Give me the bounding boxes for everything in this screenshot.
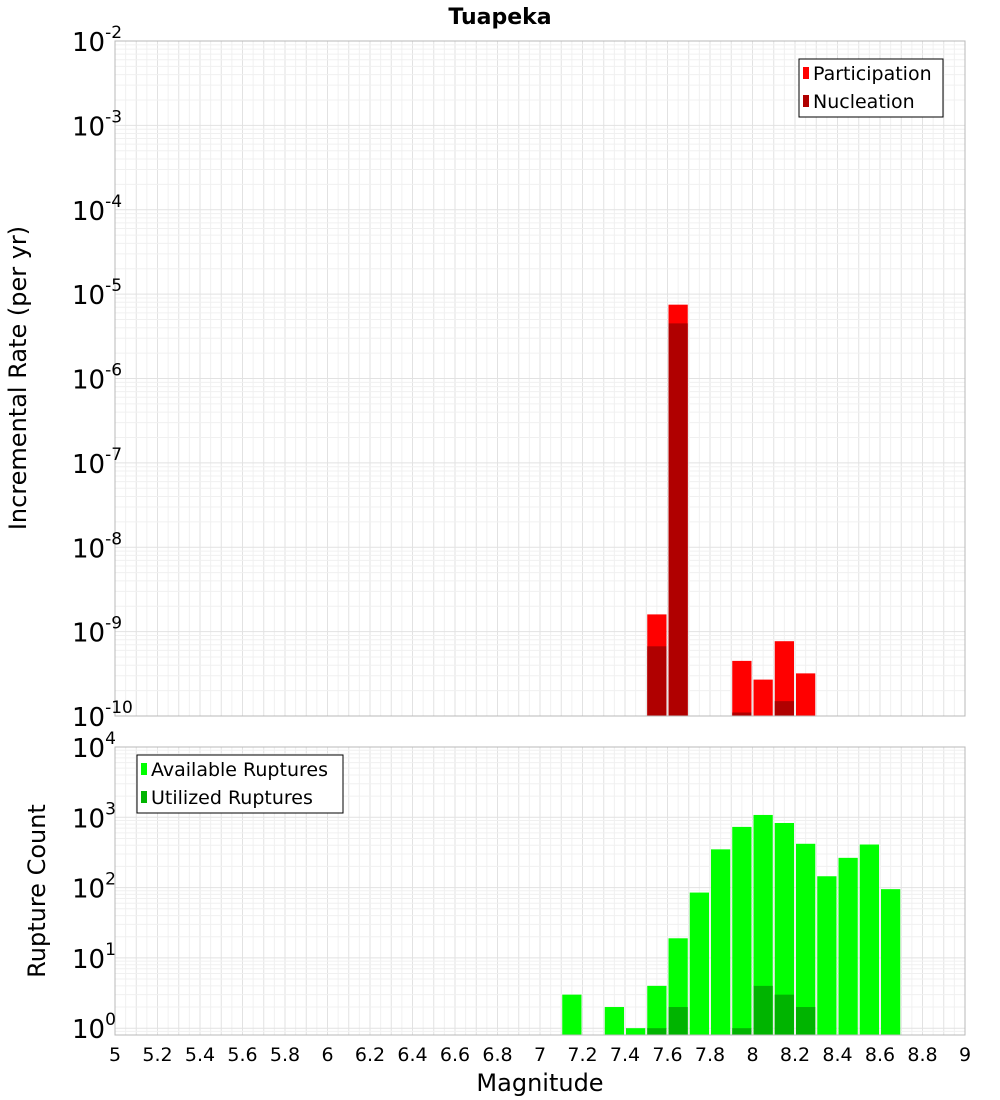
rate-bar-secondary bbox=[668, 323, 688, 716]
x-axis-title: Magnitude bbox=[476, 1069, 603, 1097]
x-tick-label: 7 bbox=[534, 1044, 546, 1066]
count-bar-primary bbox=[647, 985, 667, 1035]
x-tick-label: 9 bbox=[959, 1044, 971, 1066]
x-tick-label: 7.2 bbox=[567, 1044, 597, 1066]
count-bar-primary bbox=[859, 844, 879, 1035]
count-legend-label: Available Ruptures bbox=[151, 759, 328, 781]
x-tick-label: 6.8 bbox=[482, 1044, 512, 1066]
rate-y-tick-label: 10-10 bbox=[72, 698, 133, 733]
x-tick-label: 6.6 bbox=[440, 1044, 470, 1066]
x-tick-label: 6 bbox=[321, 1044, 333, 1066]
rate-y-tick-label: 10-5 bbox=[72, 276, 122, 311]
count-bar-secondary bbox=[732, 1028, 752, 1035]
rate-legend-swatch bbox=[803, 95, 809, 107]
rate-legend-label: Participation bbox=[813, 63, 932, 85]
count-bar-primary bbox=[838, 857, 858, 1035]
count-bar-primary bbox=[753, 814, 773, 1035]
x-axis: 5 5.2 5.4 5.6 5.8 6 6.2 6.4 6.6 6.8 7 7.2 7.4 7.6 7.8 8… bbox=[109, 1044, 971, 1066]
count-y-tick-label: 101 bbox=[72, 940, 116, 975]
x-tick-label: 8.2 bbox=[780, 1044, 810, 1066]
rate-y-axis-title: Incremental Rate (per yr) bbox=[4, 226, 32, 530]
count-legend-swatch bbox=[141, 763, 147, 775]
x-tick-label: 7.4 bbox=[610, 1044, 640, 1066]
count-y-tick-label: 103 bbox=[72, 799, 116, 834]
x-tick-label: 7.6 bbox=[652, 1044, 682, 1066]
count-bar-primary bbox=[562, 994, 582, 1035]
rate-y-tick-label: 10-4 bbox=[72, 192, 122, 227]
count-bar-primary bbox=[774, 822, 794, 1035]
rate-bar-primary bbox=[796, 673, 816, 716]
rate-bar-secondary bbox=[647, 646, 667, 716]
count-bar-primary bbox=[817, 876, 837, 1035]
x-tick-label: 7.8 bbox=[695, 1044, 725, 1066]
count-bar-secondary bbox=[774, 994, 794, 1035]
count-bar-primary bbox=[711, 849, 731, 1035]
x-tick-label: 8 bbox=[746, 1044, 758, 1066]
x-tick-label: 8.4 bbox=[822, 1044, 852, 1066]
count-bar-primary bbox=[689, 892, 709, 1035]
x-tick-label: 5.6 bbox=[227, 1044, 257, 1066]
count-bar-secondary bbox=[753, 985, 773, 1035]
count-bar-primary bbox=[881, 889, 901, 1035]
count-bar-primary bbox=[604, 1007, 624, 1035]
x-tick-label: 6.2 bbox=[355, 1044, 385, 1066]
x-tick-label: 6.4 bbox=[397, 1044, 427, 1066]
rate-y-tick-label: 10-8 bbox=[72, 529, 122, 564]
count-legend-label: Utilized Ruptures bbox=[151, 787, 313, 809]
rate-y-tick-label: 10-3 bbox=[72, 107, 122, 142]
rate-bar-secondary bbox=[732, 712, 752, 716]
count-bar-secondary bbox=[796, 1007, 816, 1035]
rate-bar-primary bbox=[774, 641, 794, 716]
count-bar-secondary bbox=[668, 1007, 688, 1035]
rate-bar-secondary bbox=[774, 701, 794, 716]
rate-legend-box bbox=[798, 58, 944, 118]
count-y-tick-label: 104 bbox=[72, 729, 116, 764]
rate-bar-primary bbox=[732, 660, 752, 716]
rate-panel: 10-10 10-9 10-8 10-7 10-6 10-5 10-4 10-3 10-2 Inc… bbox=[4, 23, 966, 733]
count-y-tick-label: 102 bbox=[72, 870, 116, 905]
rate-legend-label: Nucleation bbox=[813, 91, 915, 113]
x-tick-label: 5 bbox=[109, 1044, 121, 1066]
count-y-tick-label: 100 bbox=[72, 1010, 116, 1045]
rate-y-tick-label: 10-7 bbox=[72, 445, 122, 480]
count-bar-primary bbox=[626, 1028, 646, 1035]
count-panel: 100 101 102 103 104 Rupture Count Available Ru… bbox=[23, 729, 966, 1045]
count-y-axis-title: Rupture Count bbox=[23, 804, 51, 978]
count-bar-primary bbox=[732, 826, 752, 1035]
rate-y-tick-label: 10-2 bbox=[72, 23, 122, 58]
count-plot-border bbox=[114, 746, 966, 1036]
x-tick-label: 8.8 bbox=[907, 1044, 937, 1066]
x-tick-label: 8.6 bbox=[865, 1044, 895, 1066]
count-bar-secondary bbox=[647, 1028, 667, 1035]
x-tick-label: 5.4 bbox=[185, 1044, 215, 1066]
rate-y-tick-label: 10-9 bbox=[72, 614, 122, 649]
count-bar-primary bbox=[796, 843, 816, 1035]
rate-y-tick-label: 10-6 bbox=[72, 361, 122, 396]
rate-plot-border bbox=[114, 40, 966, 717]
count-legend-box bbox=[136, 754, 344, 814]
count-legend-swatch bbox=[141, 791, 147, 803]
rate-bar-primary bbox=[753, 679, 773, 716]
x-tick-label: 5.8 bbox=[270, 1044, 300, 1066]
rate-legend-swatch bbox=[803, 67, 809, 79]
chart-title: Tuapeka bbox=[448, 5, 551, 30]
x-tick-label: 5.2 bbox=[142, 1044, 172, 1066]
